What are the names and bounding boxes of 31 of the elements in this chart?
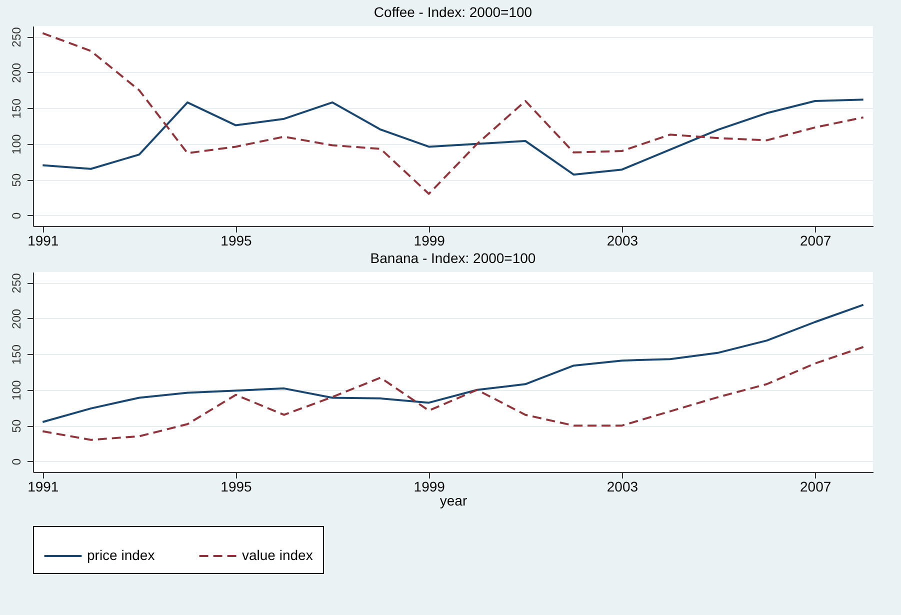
legend-label: value index <box>242 547 313 563</box>
x-tick-label: 2007 <box>800 478 832 494</box>
y-tick-label: 250 <box>10 26 24 48</box>
y-tick-label: 0 <box>10 458 24 466</box>
line-series <box>42 32 864 195</box>
x-tick-label: 2003 <box>606 232 638 248</box>
y-tick-label: 50 <box>10 173 24 187</box>
y-tick-label: 200 <box>10 62 24 83</box>
y-tick-label: 50 <box>10 419 24 433</box>
y-tick-label: 100 <box>10 134 24 154</box>
legend-label: price index <box>87 547 155 563</box>
line-series <box>42 346 864 441</box>
y-tick-label: 150 <box>10 98 24 119</box>
x-tick-label: 1995 <box>220 232 252 248</box>
x-tick-label: 1995 <box>220 478 252 494</box>
line-series <box>42 304 864 423</box>
x-tick-label: 1999 <box>414 478 446 494</box>
x-tick-label: 1991 <box>28 478 59 494</box>
chart-title: Banana - Index: 2000=100 <box>370 250 536 266</box>
y-tick-label: 250 <box>10 272 24 294</box>
x-tick-label: 1991 <box>28 232 59 248</box>
y-tick-label: 0 <box>10 212 24 220</box>
x-tick-label: 1999 <box>414 232 446 248</box>
x-axis-title: year <box>440 492 468 508</box>
y-tick-label: 200 <box>10 308 24 329</box>
chart-title: Coffee - Index: 2000=100 <box>374 4 532 20</box>
y-tick-label: 150 <box>10 344 24 365</box>
line-series <box>42 98 864 176</box>
x-tick-label: 2003 <box>606 478 638 494</box>
x-tick-label: 2007 <box>800 232 832 248</box>
y-tick-label: 100 <box>10 380 24 400</box>
